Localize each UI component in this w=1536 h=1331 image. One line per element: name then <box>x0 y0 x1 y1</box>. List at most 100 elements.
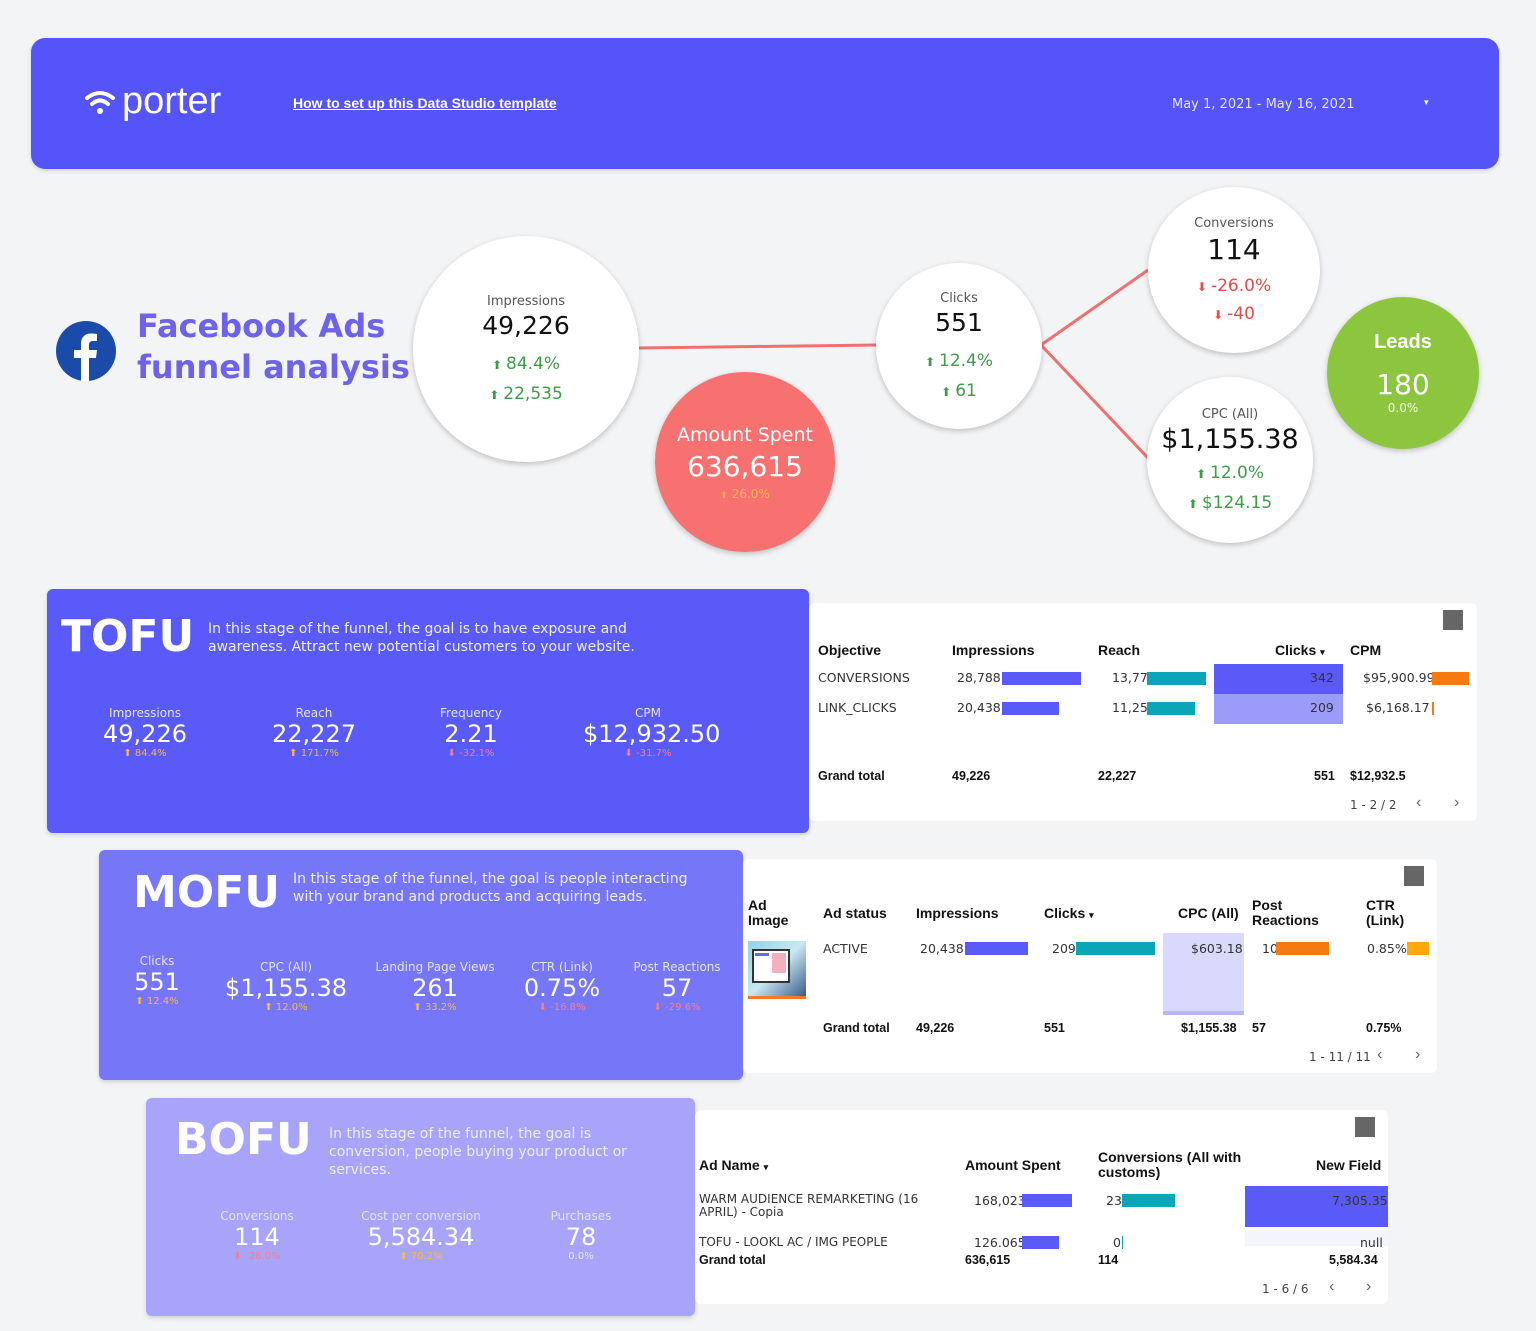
bar <box>1122 1194 1175 1207</box>
clicks-bubble: Clicks 551 ⬆ 12.4% ⬆ 61 <box>876 263 1042 429</box>
column-header-clicks[interactable]: Clicks ▾ <box>1044 905 1094 921</box>
howto-link[interactable]: How to set up this Data Studio template <box>293 95 557 111</box>
table-cell: ACTIVE <box>823 941 868 956</box>
arrow-up-icon: ⬆ <box>135 996 144 1007</box>
heat-cell <box>1245 1230 1388 1246</box>
column-header-new-field[interactable]: New Field <box>1316 1157 1382 1173</box>
column-header-ad-image[interactable]: Ad Image <box>748 897 789 928</box>
bofu-table: Ad Name ▾ Amount Spent Conversions (All … <box>695 1110 1388 1304</box>
total-cell: 49,226 <box>952 769 991 783</box>
table-menu-icon[interactable] <box>1443 610 1463 630</box>
bar <box>965 942 1028 955</box>
stage-description: In this stage of the funnel, the goal is… <box>293 871 688 905</box>
title-line-1: Facebook Ads <box>137 307 386 345</box>
arrow-up-icon: ⬆ <box>1195 467 1207 481</box>
column-header-impressions[interactable]: Impressions <box>916 905 999 921</box>
chevron-left-icon[interactable]: ‹ <box>1377 1046 1383 1063</box>
column-header-ad-name[interactable]: Ad Name ▾ <box>699 1157 769 1173</box>
kpi-cpm: CPM $12,932.50 ⬇ -31.7% <box>583 706 721 759</box>
tofu-table: Objective Impressions Reach Clicks ▾ CPM… <box>809 603 1477 821</box>
mofu-table: Ad Image Ad status Impressions Clicks ▾ … <box>743 859 1437 1073</box>
bubble-label: CPC (All) <box>1201 407 1259 422</box>
arrow-up-icon: ⬆ <box>924 355 936 369</box>
bubble-label: Leads <box>1374 331 1432 353</box>
stage-title: MOFU <box>133 867 280 918</box>
total-cell: 551 <box>1314 769 1335 783</box>
arrow-down-icon: ⬇ <box>1213 308 1224 322</box>
bar <box>1147 702 1195 715</box>
tofu-panel: TOFU In this stage of the funnel, the go… <box>47 589 809 833</box>
facebook-icon <box>56 321 116 381</box>
arrow-up-icon: ⬆ <box>1187 497 1198 511</box>
date-range-picker[interactable]: May 1, 2021 - May 16, 2021 <box>1172 97 1355 112</box>
table-cell: CONVERSIONS <box>818 670 910 685</box>
arrow-down-icon: ⬇ <box>233 1251 242 1262</box>
column-header-reach[interactable]: Reach <box>1098 642 1141 658</box>
arrow-up-icon: ⬆ <box>489 388 500 402</box>
table-menu-icon[interactable] <box>1355 1117 1375 1137</box>
bar <box>1432 672 1469 685</box>
column-header-cpc[interactable]: CPC (All) <box>1178 905 1239 921</box>
table-cell: 23 <box>1106 1193 1122 1208</box>
bubble-value: 180 <box>1376 368 1430 401</box>
bubble-delta-abs: ⬆ 22,535 <box>489 384 563 404</box>
chevron-right-icon[interactable]: › <box>1454 794 1460 811</box>
table-cell: 209 <box>1310 700 1334 715</box>
table-cell: $6,168.17 <box>1366 700 1430 715</box>
heat-cell <box>1245 1186 1388 1227</box>
column-header-cpm[interactable]: CPM <box>1350 642 1382 658</box>
table-cell: 13,771 <box>1112 670 1156 685</box>
table-cell: WARM AUDIENCE REMARKETING (16 APRIL) - C… <box>699 1192 919 1219</box>
stage-title: BOFU <box>175 1114 312 1165</box>
impressions-bubble: Impressions 49,226 ⬆ 84.4% ⬆ 22,535 <box>413 236 639 462</box>
table-menu-icon[interactable] <box>1404 866 1424 886</box>
bar <box>1022 1194 1072 1207</box>
table-cell: 126.065 <box>974 1235 1026 1250</box>
pagination-label: 1 - 6 / 6 <box>1262 1282 1309 1296</box>
column-header-impressions[interactable]: Impressions <box>952 642 1035 658</box>
kpi-cpc: CPC (All) $1,155.38 ⬆ 12.0% <box>224 960 348 1013</box>
column-header-clicks[interactable]: Clicks ▾ <box>1275 642 1325 658</box>
table-cell: LINK_CLICKS <box>818 700 897 715</box>
table-cell: 7,305.35 <box>1332 1193 1388 1208</box>
column-header-ad-status[interactable]: Ad status <box>823 905 887 921</box>
bubble-value: $1,155.38 <box>1161 424 1299 455</box>
leads-bubble: Leads 180 0.0% <box>1327 297 1479 449</box>
table-cell: null <box>1360 1235 1383 1250</box>
chevron-down-icon[interactable]: ▾ <box>1424 98 1429 108</box>
bubble-value: 114 <box>1207 233 1261 266</box>
bubble-delta-pct: ⬆ 12.4% <box>924 351 994 371</box>
column-header-conversions[interactable]: Conversions (All with customs) <box>1098 1149 1242 1180</box>
arrow-down-icon: ⬇ <box>624 748 633 759</box>
chevron-left-icon[interactable]: ‹ <box>1416 794 1422 811</box>
total-cell: $1,155.38 <box>1181 1021 1237 1035</box>
total-cell: 57 <box>1252 1021 1266 1035</box>
kpi-clicks: Clicks 551 ⬆ 12.4% <box>134 954 180 1007</box>
ad-image-thumbnail[interactable] <box>748 941 806 999</box>
arrow-down-icon: ⬇ <box>653 1002 662 1013</box>
amount-spent-bubble: Amount Spent 636,615 ⬆ 26.0% <box>655 372 835 552</box>
chevron-right-icon[interactable]: › <box>1415 1046 1421 1063</box>
arrow-down-icon: ⬇ <box>447 748 456 759</box>
chevron-left-icon[interactable]: ‹ <box>1329 1278 1335 1295</box>
arrow-up-icon: ⬆ <box>413 1002 422 1013</box>
table-cell: TOFU - LOOKL AC / IMG PEOPLE <box>699 1235 888 1249</box>
conversions-bubble: Conversions 114 ⬇ -26.0% ⬇ -40 <box>1148 187 1320 353</box>
kpi-conversions: Conversions 114 ⬇ -26.0% <box>220 1209 294 1262</box>
column-header-post-reactions[interactable]: Post Reactions <box>1252 897 1319 928</box>
total-cell: 49,226 <box>916 1021 955 1035</box>
column-header-ctr-link[interactable]: CTR (Link) <box>1366 897 1405 928</box>
kpi-frequency: Frequency 2.21 ⬇ -32.1% <box>440 706 502 759</box>
arrow-up-icon: ⬆ <box>491 358 503 372</box>
arrow-down-icon: ⬇ <box>1196 280 1207 294</box>
bar <box>1122 1236 1123 1249</box>
column-header-amount-spent[interactable]: Amount Spent <box>965 1157 1061 1173</box>
chevron-right-icon[interactable]: › <box>1366 1278 1372 1295</box>
bar <box>1147 672 1206 685</box>
total-cell: 0.75% <box>1366 1021 1402 1035</box>
bar <box>1076 942 1155 955</box>
heat-cell <box>1214 664 1343 694</box>
bar <box>1276 942 1329 955</box>
column-header-objective[interactable]: Objective <box>818 642 882 658</box>
bubble-delta-abs: ⬆ 61 <box>941 381 977 401</box>
